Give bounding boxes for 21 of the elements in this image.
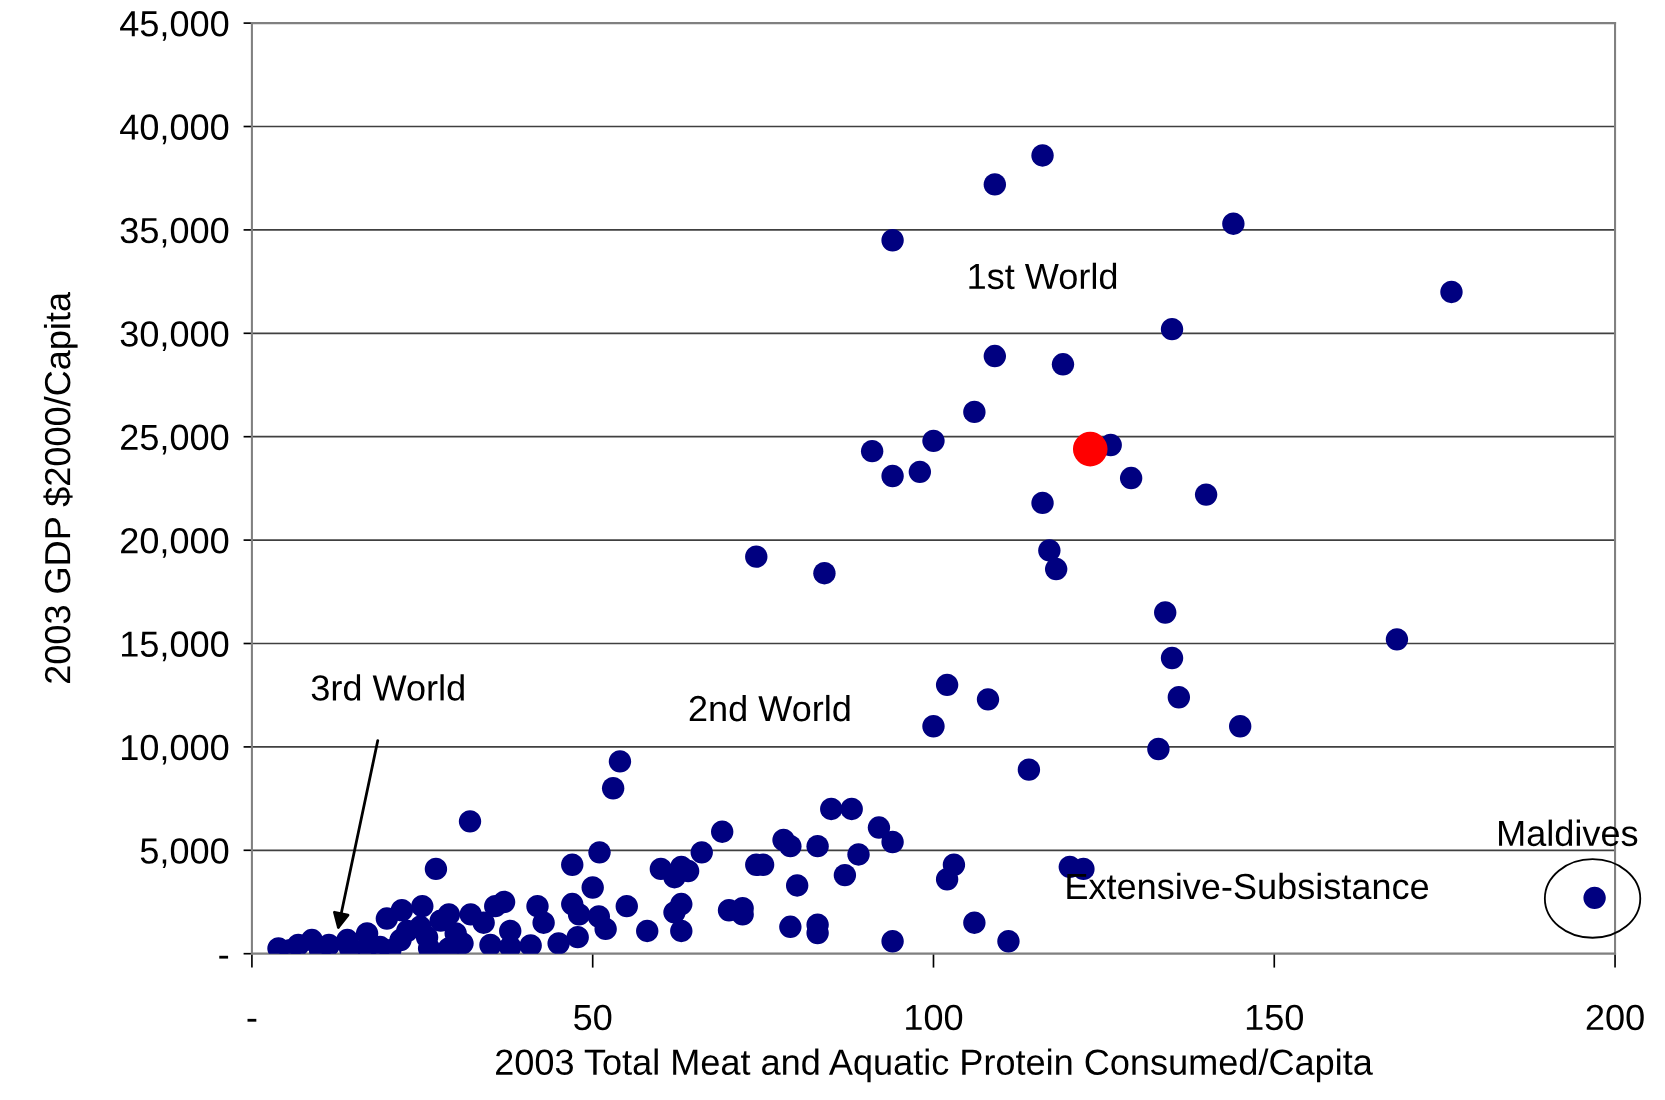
annotation: 1st World (969, 262, 1117, 290)
y-tick-label: 30,000 (120, 321, 229, 352)
x-tick-label: 200 (1586, 1004, 1644, 1031)
annotation: Maldives (1499, 819, 1638, 847)
y-tick-label: 15,000 (122, 631, 229, 662)
y-tick-label: - (219, 955, 229, 959)
x-tick-label: 50 (574, 1004, 612, 1031)
annotation: 2nd World (689, 694, 850, 722)
x-tick-label: 150 (1246, 1004, 1303, 1031)
y-axis-title: 2003 GDP $2000/Capita (43, 291, 78, 683)
annotation: Extensive-Subsistance (1067, 872, 1429, 900)
y-tick-label: 10,000 (122, 734, 229, 765)
y-tick-label: 45,000 (120, 10, 229, 41)
annotation: 3rd World (311, 674, 464, 701)
y-tick-label: 25,000 (121, 424, 229, 455)
y-tick-label: 40,000 (120, 114, 229, 145)
y-tick-label: 20,000 (121, 527, 229, 558)
x-tick-label: 100 (906, 1004, 963, 1031)
y-tick-label: 5,000 (140, 838, 229, 869)
x-axis-title: 2003 Total Meat and Aquatic Protein Consumed/Capita (496, 1048, 1373, 1083)
y-tick-label: 35,000 (120, 217, 229, 248)
